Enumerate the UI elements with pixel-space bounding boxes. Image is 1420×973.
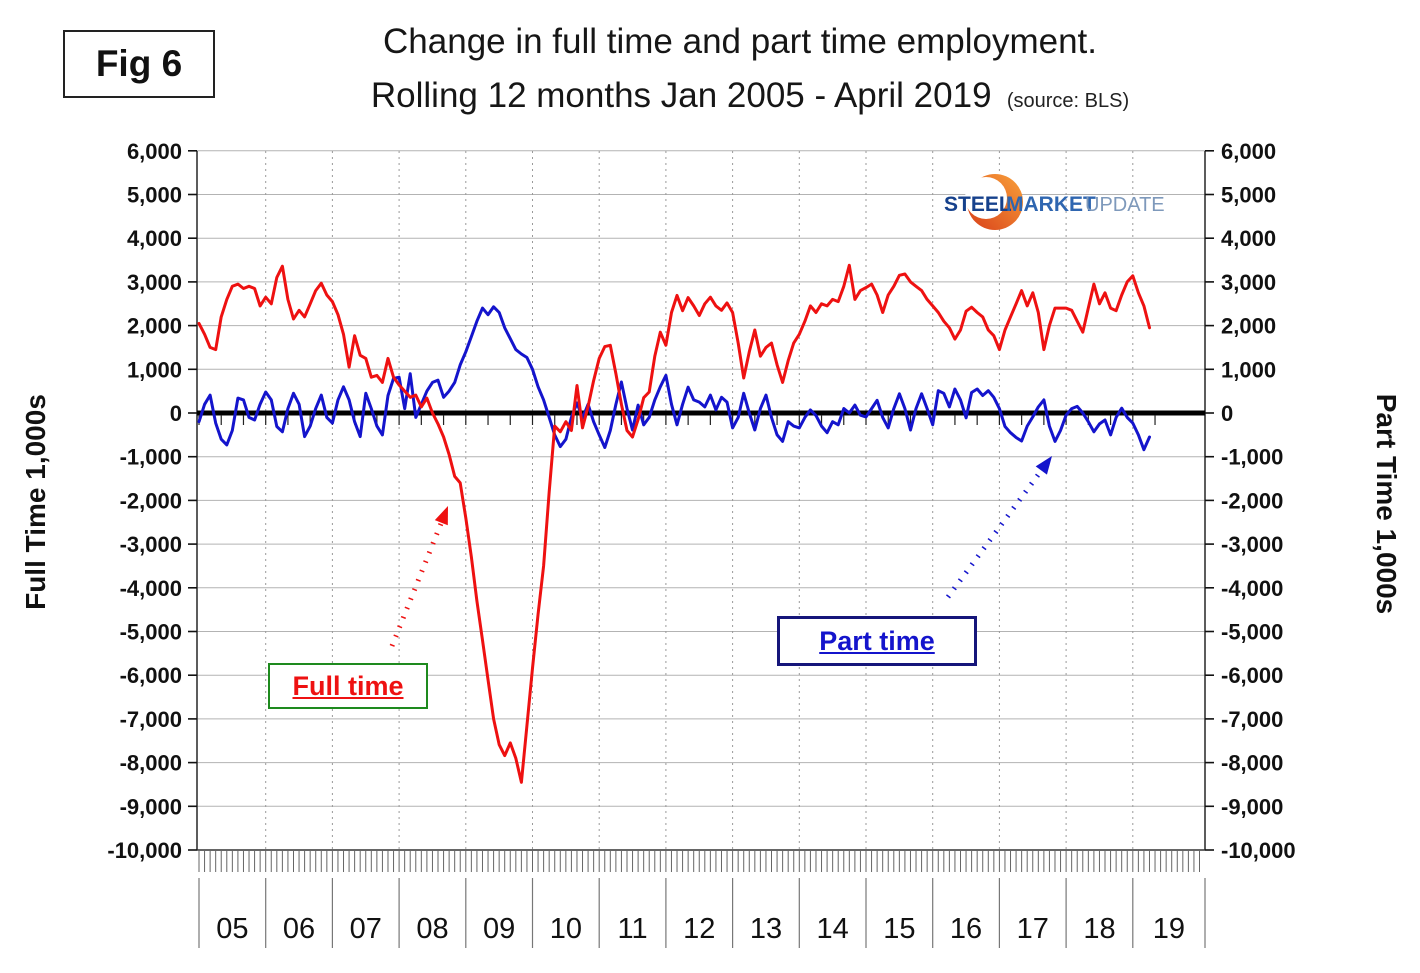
right-axis-tick-label: 0 xyxy=(1221,401,1233,426)
x-axis-year-label: 12 xyxy=(683,913,715,945)
left-axis-tick-label: -1,000 xyxy=(120,445,182,470)
left-axis-tick-label: -9,000 xyxy=(120,794,182,819)
part-time-arrow xyxy=(945,469,1044,599)
x-axis-year-label: 06 xyxy=(283,913,315,945)
chart-title-line1: Change in full time and part time employ… xyxy=(383,22,1097,61)
left-axis-tick-label: 3,000 xyxy=(127,270,182,295)
right-axis-tick-label: -4,000 xyxy=(1221,576,1283,601)
figure-number-box: Fig 6 xyxy=(63,30,215,98)
x-axis-year-label: 18 xyxy=(1083,913,1115,945)
x-axis-year-label: 13 xyxy=(750,913,782,945)
right-axis-tick-label: -1,000 xyxy=(1221,445,1283,470)
left-axis-tick-label: 6,000 xyxy=(127,139,182,164)
right-axis-title: Part Time 1,000s xyxy=(1371,393,1402,615)
logo-word-steel: STEEL xyxy=(944,193,1012,216)
left-axis-tick-label: -3,000 xyxy=(120,532,182,557)
left-axis-tick-label: -4,000 xyxy=(120,576,182,601)
right-axis-tick-label: -9,000 xyxy=(1221,794,1283,819)
x-axis-year-label: 15 xyxy=(883,913,915,945)
left-axis-tick-label: 1,000 xyxy=(127,357,182,382)
left-axis-tick-label: 5,000 xyxy=(127,183,182,208)
right-axis-tick-label: 2,000 xyxy=(1221,314,1276,339)
left-axis-tick-label: -6,000 xyxy=(120,663,182,688)
right-axis-tick-label: -2,000 xyxy=(1221,488,1283,513)
right-axis-tick-label: 1,000 xyxy=(1221,357,1276,382)
left-axis-tick-label: -7,000 xyxy=(120,707,182,732)
logo-word-update: UPDATE xyxy=(1085,194,1165,216)
right-axis-tick-label: -8,000 xyxy=(1221,751,1283,776)
full-time-arrow-head xyxy=(434,506,448,526)
x-axis-year-label: 19 xyxy=(1153,913,1185,945)
left-axis-tick-label: 0 xyxy=(170,401,182,426)
chart-subtitle: Rolling 12 months Jan 2005 - April 2019 xyxy=(370,76,992,115)
x-axis-year-label: 14 xyxy=(817,913,849,945)
right-axis-tick-label: -3,000 xyxy=(1221,532,1283,557)
full-time-legend-label: Full time xyxy=(292,670,404,701)
logo-word-market: MARKET xyxy=(1006,193,1096,216)
chart-title-line2: Rolling 12 months Jan 2005 - April 2019 … xyxy=(170,76,1330,116)
x-axis-year-label: 09 xyxy=(483,913,515,945)
part-time-legend-box: Part time xyxy=(777,616,977,666)
left-axis-tick-label: -2,000 xyxy=(120,488,182,513)
right-axis-tick-label: 3,000 xyxy=(1221,270,1276,295)
x-axis-year-label: 08 xyxy=(416,913,448,945)
right-axis-tick-label: -10,000 xyxy=(1221,838,1296,863)
x-axis-year-label: 16 xyxy=(950,913,982,945)
x-axis-year-label: 10 xyxy=(550,913,582,945)
left-axis-title: Full Time 1,000s xyxy=(20,394,51,610)
right-axis-tick-label: -6,000 xyxy=(1221,663,1283,688)
steel-market-update-logo: STEEL MARKET UPDATE xyxy=(932,170,1172,234)
source-note: (source: BLS) xyxy=(1006,90,1130,112)
part-time-line xyxy=(197,305,1151,452)
figure-number: Fig 6 xyxy=(95,43,183,84)
part-time-arrow-head xyxy=(1035,456,1052,475)
full-time-line xyxy=(197,263,1151,784)
left-axis-tick-label: 4,000 xyxy=(127,226,182,251)
right-axis-tick-label: 6,000 xyxy=(1221,139,1276,164)
x-axis-year-label: 07 xyxy=(350,913,382,945)
x-axis-year-label: 05 xyxy=(216,913,248,945)
x-axis-year-label: 11 xyxy=(617,913,647,945)
right-axis-tick-label: -7,000 xyxy=(1221,707,1283,732)
left-axis-tick-label: 2,000 xyxy=(127,314,182,339)
right-axis-tick-label: -5,000 xyxy=(1221,620,1283,645)
logo-swoosh-icon xyxy=(965,174,1023,230)
full-time-arrow xyxy=(389,521,444,647)
left-axis-tick-label: -10,000 xyxy=(107,838,182,863)
full-time-legend-box: Full time xyxy=(268,663,428,709)
left-axis-tick-label: -5,000 xyxy=(120,620,182,645)
left-axis-tick-label: -8,000 xyxy=(120,751,182,776)
part-time-legend-label: Part time xyxy=(819,625,935,656)
right-axis-tick-label: 4,000 xyxy=(1221,226,1276,251)
x-axis-year-label: 17 xyxy=(1017,913,1049,945)
right-axis-tick-label: 5,000 xyxy=(1221,183,1276,208)
